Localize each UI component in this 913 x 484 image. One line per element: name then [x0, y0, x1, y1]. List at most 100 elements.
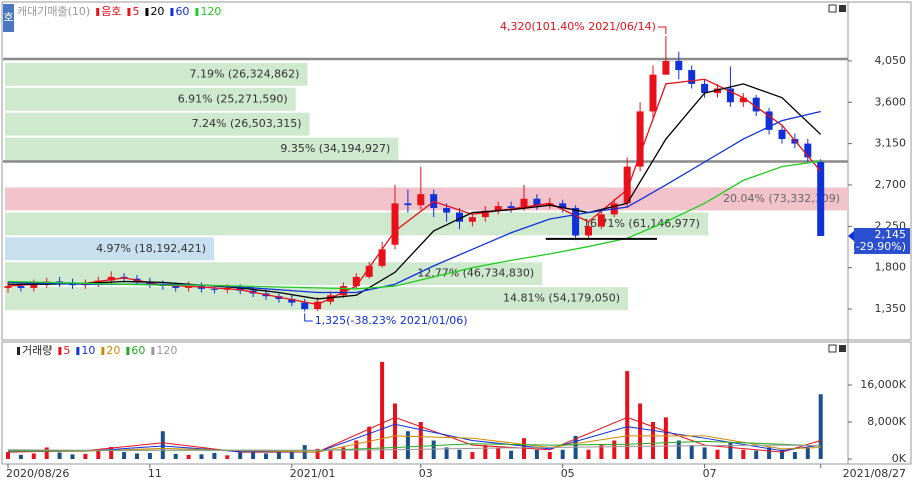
- volume-bar: [431, 440, 436, 459]
- x-tick-label: 2021/08/27: [843, 467, 906, 480]
- profile-bar: [5, 87, 296, 111]
- volume-bar: [534, 449, 539, 459]
- legend-swatch: [127, 8, 131, 16]
- volume-bar: [380, 361, 385, 459]
- profile-bar: [5, 137, 399, 161]
- volume-bar: [470, 452, 475, 459]
- candle-body: [339, 286, 347, 296]
- candle-body: [572, 207, 580, 236]
- volume-bar: [780, 449, 784, 459]
- candle-body: [559, 203, 567, 208]
- legend-label: 60: [175, 5, 189, 18]
- price-marker: [848, 230, 854, 241]
- volume-bar: [457, 449, 462, 459]
- volume-bar: [599, 445, 604, 459]
- x-tick-label: 07: [703, 467, 717, 480]
- candle-body: [468, 217, 476, 222]
- volume-bar: [754, 450, 759, 459]
- volume-bar: [315, 448, 320, 459]
- y-tick-label: 1,800: [875, 261, 907, 274]
- y-tick-label: 16,000K: [860, 378, 906, 391]
- candle-body: [30, 284, 38, 288]
- volume-bar: [560, 449, 565, 459]
- candle-body: [701, 83, 709, 94]
- profile-label: 14.81% (54,179,050): [503, 292, 620, 305]
- legend-label: 20: [106, 344, 120, 357]
- legend-label: 5: [132, 5, 139, 18]
- ma-line: [8, 83, 822, 300]
- volume-ma-line: [7, 416, 821, 453]
- candle-body: [288, 298, 296, 303]
- profile-label: 9.35% (34,194,927): [280, 142, 390, 155]
- close-button[interactable]: [839, 345, 846, 352]
- candle-body: [752, 97, 760, 112]
- volume-bar: [405, 431, 410, 459]
- volume-bar: [728, 442, 733, 459]
- volume-bar: [264, 453, 268, 459]
- volume-bar: [186, 454, 191, 459]
- candle-body: [56, 281, 64, 283]
- legend-swatch: [58, 347, 62, 355]
- volume-bar: [225, 455, 230, 459]
- volume-bar: [44, 447, 49, 459]
- ma-line: [7, 160, 821, 290]
- volume-bar: [418, 422, 423, 459]
- y-tick-label: 3,150: [875, 137, 907, 150]
- legend-label: 캐대기매출(10): [17, 5, 90, 18]
- volume-bar: [251, 451, 256, 459]
- candle-body: [726, 88, 734, 103]
- y-tick-label: 1,350: [875, 302, 907, 315]
- candle-body: [301, 302, 309, 310]
- candle-body: [817, 161, 825, 236]
- volume-bar: [135, 453, 139, 459]
- candle-body: [662, 60, 670, 75]
- legend-swatch: [170, 8, 174, 16]
- profile-label: 4.97% (18,192,421): [96, 242, 206, 255]
- volume-bar: [767, 447, 772, 459]
- volume-bar: [586, 449, 591, 459]
- candle-body: [443, 207, 451, 213]
- candle-body: [636, 111, 644, 167]
- candle-body: [210, 288, 218, 290]
- close-button[interactable]: [839, 5, 846, 12]
- candle-body: [4, 286, 12, 288]
- volume-bar: [289, 451, 294, 459]
- volume-bar: [173, 453, 178, 459]
- legend-swatch: [76, 347, 80, 355]
- volume-bar: [31, 453, 36, 459]
- panel-icon[interactable]: [3, 4, 14, 32]
- profile-bar: [5, 112, 310, 136]
- volume-bar: [741, 449, 746, 459]
- volume-ma-line: [7, 423, 821, 453]
- profile-bar: [5, 187, 849, 211]
- annotation-arrow: [657, 26, 667, 35]
- candle-body: [597, 214, 605, 227]
- volume-bar: [328, 450, 333, 459]
- y-tick-label: 0K: [892, 452, 907, 465]
- candle-body: [688, 70, 696, 84]
- volume-ma-line: [7, 444, 821, 451]
- profile-bar: [5, 212, 708, 236]
- y-tick-label: 4,050: [875, 54, 907, 67]
- volume-bar: [444, 447, 449, 459]
- candle-body: [17, 286, 25, 288]
- volume-bar: [818, 394, 823, 459]
- volume-bar: [57, 452, 62, 459]
- legend-label: 60: [131, 344, 145, 357]
- candle-body: [365, 265, 373, 277]
- x-tick-label: 05: [561, 467, 575, 480]
- volume-bar: [702, 447, 707, 459]
- candle-body: [546, 203, 554, 206]
- volume-bar: [276, 452, 281, 459]
- candle-body: [675, 60, 683, 71]
- candle-body: [507, 206, 515, 208]
- maximize-button[interactable]: [828, 344, 837, 353]
- volume-bar: [663, 417, 668, 459]
- volume-bar: [612, 440, 617, 459]
- legend-swatch: [96, 8, 100, 16]
- high-annotation: 4,320(101.40% 2021/06/14): [500, 20, 656, 33]
- legend-swatch: [145, 8, 149, 16]
- candle-body: [417, 194, 425, 206]
- maximize-button[interactable]: [828, 4, 837, 13]
